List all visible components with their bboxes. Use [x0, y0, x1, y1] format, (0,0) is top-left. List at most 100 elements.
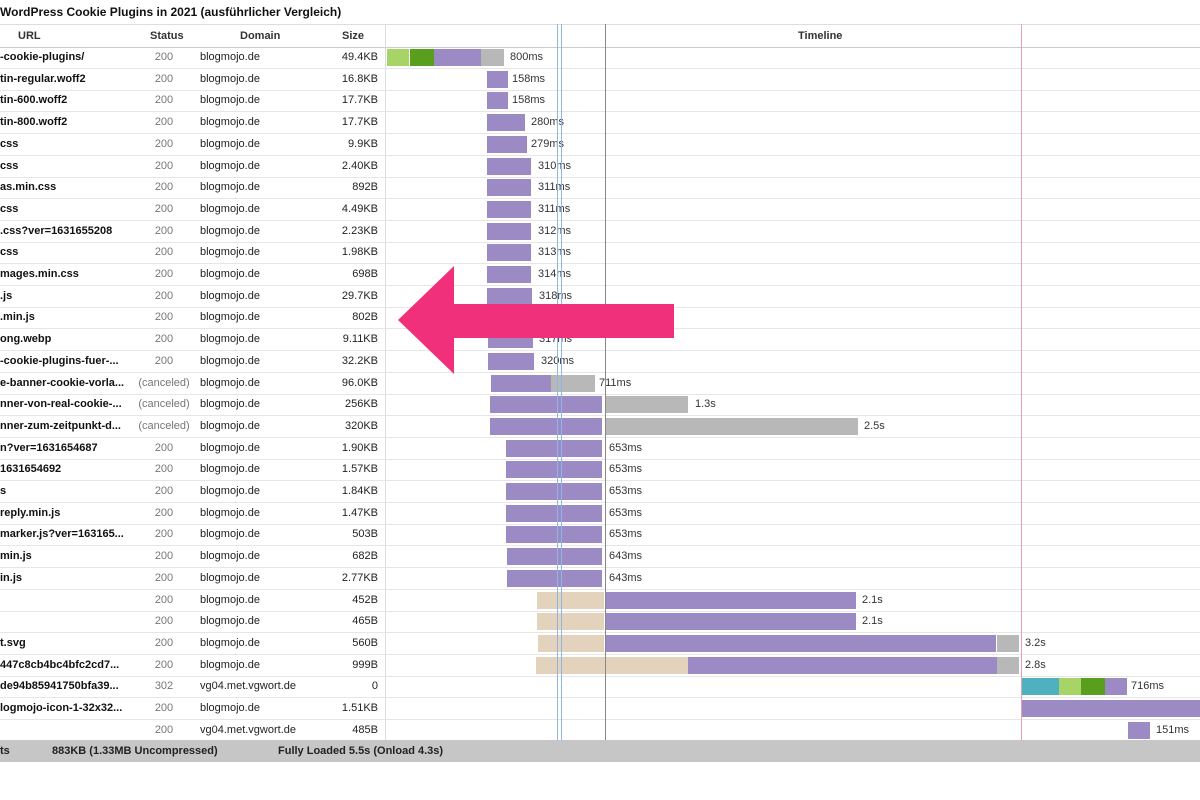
table-row[interactable]: 200 vg04.met.vgwort.de 485B 151ms — [0, 720, 1200, 742]
timeline-bar-segment — [387, 49, 409, 66]
request-status: 200 — [154, 289, 174, 302]
request-status: 200 — [154, 636, 174, 649]
request-domain: blogmojo.de — [200, 658, 260, 671]
request-url: 447c8cb4bc4bfc2cd7... — [0, 658, 120, 671]
table-row[interactable]: css 200 blogmojo.de 9.9KB 279ms — [0, 134, 1200, 156]
timeline-bar-segment — [506, 439, 602, 457]
request-duration: 2.5s — [864, 419, 885, 432]
table-row[interactable]: tin-800.woff2 200 blogmojo.de 17.7KB 280ms — [0, 112, 1200, 135]
request-duration: 312ms — [538, 224, 572, 237]
timeline-bar-segment — [487, 222, 531, 240]
table-row[interactable]: tin-regular.woff2 200 blogmojo.de 16.8KB 158… — [0, 69, 1200, 91]
request-status: 200 — [154, 506, 174, 519]
table-row[interactable]: -cookie-plugins-fuer-... 200 blogmojo.de 32… — [0, 351, 1200, 373]
table-row[interactable]: mages.min.css 200 blogmojo.de 698B 314ms — [0, 264, 1200, 286]
table-row[interactable]: de94b85941750bfa39... 302 vg04.met.vgwort.… — [0, 676, 1200, 699]
request-size: 256KB — [344, 398, 378, 411]
request-duration: 280ms — [531, 116, 565, 129]
request-domain: blogmojo.de — [200, 376, 260, 389]
table-row[interactable]: tin-600.woff2 200 blogmojo.de 17.7KB 158ms — [0, 90, 1200, 113]
request-size: 32.2KB — [341, 354, 378, 367]
request-status: 200 — [154, 268, 174, 280]
request-domain: blogmojo.de — [200, 571, 260, 584]
request-status: 200 — [154, 94, 174, 107]
request-size: 29.7KB — [341, 289, 378, 302]
request-status: 200 — [154, 354, 174, 367]
table-row[interactable]: css 200 blogmojo.de 2.40KB 310ms — [0, 156, 1200, 178]
request-status: (canceled) — [138, 376, 190, 389]
request-size: 320KB — [344, 419, 378, 432]
request-size: 17.7KB — [341, 94, 378, 107]
request-size: 503B — [352, 528, 378, 541]
request-size: 2.40KB — [341, 159, 378, 172]
timeline-bar-segment — [537, 613, 604, 631]
timeline-bar-segment — [1022, 678, 1059, 696]
timeline-bar-segment — [506, 461, 602, 479]
timeline-divider — [385, 24, 386, 740]
request-duration: 653ms — [609, 506, 643, 519]
timeline-bar-segment — [487, 157, 531, 175]
request-status: 200 — [154, 550, 174, 563]
table-row[interactable]: s 200 blogmojo.de 1.84KB 653ms — [0, 481, 1200, 503]
request-size: 1.84KB — [341, 485, 378, 497]
request-domain: blogmojo.de — [200, 224, 260, 237]
table-row[interactable]: e-banner-cookie-vorla... (canceled) blogmo… — [0, 373, 1200, 395]
table-row[interactable]: 200 blogmojo.de 452B 2.1s — [0, 590, 1200, 612]
request-duration: 653ms — [609, 485, 643, 497]
timeline-bar-segment — [538, 634, 604, 652]
table-row[interactable]: css 200 blogmojo.de 4.49KB 311ms — [0, 199, 1200, 221]
table-row[interactable]: 200 blogmojo.de 465B 2.1s — [0, 611, 1200, 634]
table-row[interactable]: min.js 200 blogmojo.de 682B 643ms — [0, 546, 1200, 569]
table-row[interactable]: 447c8cb4bc4bfc2cd7... 200 blogmojo.de 999B 2… — [0, 655, 1200, 677]
request-url: ong.webp — [0, 333, 52, 346]
table-row[interactable]: marker.js?ver=163165... 200 blogmojo.de 503… — [0, 524, 1200, 547]
table-row[interactable]: in.js 200 blogmojo.de 2.77KB 643ms — [0, 568, 1200, 590]
request-duration: 314ms — [538, 268, 572, 280]
table-row[interactable]: nner-von-real-cookie-... (canceled) blogmo… — [0, 394, 1200, 417]
timeline-bar-segment — [507, 548, 602, 566]
request-domain: blogmojo.de — [200, 506, 260, 519]
request-domain: blogmojo.de — [200, 333, 260, 346]
summary-bar: ts 883KB (1.33MB Uncompressed) Fully Loa… — [0, 740, 1200, 762]
table-row[interactable]: t.svg 200 blogmojo.de 560B 3.2s — [0, 633, 1200, 655]
request-url: de94b85941750bfa39... — [0, 680, 119, 693]
request-domain: blogmojo.de — [200, 202, 260, 215]
timeline-bar-segment — [1081, 678, 1105, 696]
timeline-bar-segment — [490, 396, 602, 414]
request-duration: 643ms — [609, 571, 643, 584]
request-domain: blogmojo.de — [200, 94, 260, 107]
table-row[interactable]: 1631654692 200 blogmojo.de 1.57KB 653ms — [0, 459, 1200, 482]
column-header-domain[interactable]: Domain — [240, 30, 281, 42]
table-row[interactable]: n?ver=1631654687 200 blogmojo.de 1.90KB 653m… — [0, 438, 1200, 460]
request-status: 200 — [154, 159, 174, 172]
request-domain: blogmojo.de — [200, 116, 260, 129]
request-size: 1.98KB — [341, 246, 378, 259]
table-row[interactable]: nner-zum-zeitpunkt-d... (canceled) blogmoj… — [0, 416, 1200, 438]
request-size: 802B — [352, 311, 378, 324]
timeline-bar-segment — [490, 417, 602, 435]
table-row[interactable]: as.min.css 200 blogmojo.de 892B 311ms — [0, 177, 1200, 200]
column-header-row: URL Status Domain Size Timeline — [0, 24, 1200, 48]
table-row[interactable]: -cookie-plugins/200 blogmojo.de 49.4KB 800m… — [0, 47, 1200, 69]
request-size: 9.9KB — [348, 137, 378, 150]
request-url: e-banner-cookie-vorla... — [0, 376, 125, 389]
request-size: 465B — [352, 615, 378, 628]
table-row[interactable]: logmojo-icon-1-32x32... 200 blogmojo.de 1.5… — [0, 698, 1200, 720]
request-status: 200 — [154, 658, 174, 671]
request-url: min.js — [0, 550, 32, 563]
request-status: 200 — [154, 116, 174, 129]
request-url: .min.js — [0, 311, 35, 324]
table-row[interactable]: .css?ver=1631655208 200 blogmojo.de 2.23KB 3… — [0, 221, 1200, 243]
request-status: 200 — [154, 72, 174, 85]
column-header-size[interactable]: Size — [342, 30, 365, 42]
request-status: (canceled) — [138, 419, 190, 432]
timeline-bar-segment — [506, 504, 602, 522]
column-header-url[interactable]: URL — [18, 30, 41, 42]
request-size: 682B — [352, 550, 378, 563]
table-row[interactable]: css 200 blogmojo.de 1.98KB 313ms — [0, 242, 1200, 265]
column-header-status[interactable]: Status — [150, 30, 184, 42]
table-row[interactable]: reply.min.js 200 blogmojo.de 1.47KB 653ms — [0, 503, 1200, 525]
request-size: 485B — [352, 723, 378, 736]
timeline-bar-segment — [1105, 678, 1127, 696]
request-duration: 279ms — [531, 137, 565, 150]
